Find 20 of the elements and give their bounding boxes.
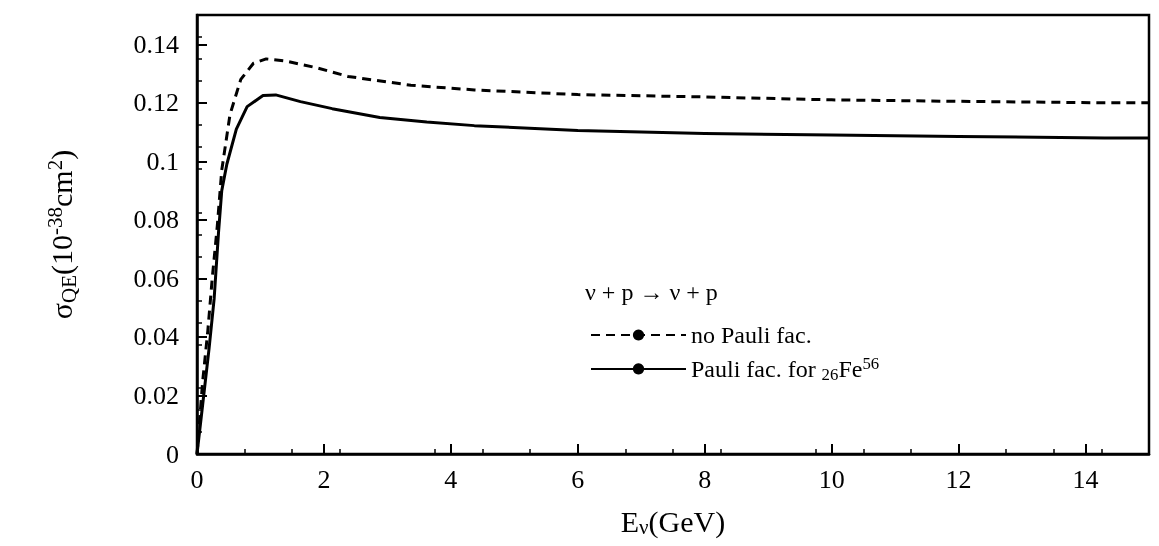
legend-label: no Pauli fac. bbox=[691, 322, 812, 348]
y-tick-label: 0 bbox=[166, 439, 179, 469]
x-tick-label: 0 bbox=[190, 464, 204, 494]
x-axis-title: Eν(GeV) bbox=[620, 505, 726, 540]
x-tick-label: 14 bbox=[1072, 464, 1099, 494]
x-tick-label: 6 bbox=[571, 464, 585, 494]
x-tick-label: 12 bbox=[945, 464, 972, 494]
x-tick-label: 2 bbox=[317, 464, 331, 494]
y-tick-label: 0.04 bbox=[133, 322, 179, 352]
y-tick-label: 0.14 bbox=[133, 29, 179, 59]
x-tick-label: 4 bbox=[444, 464, 458, 494]
x-tick-label: 10 bbox=[818, 464, 845, 494]
y-axis-title: σQE(10-38cm2) bbox=[43, 149, 81, 320]
y-tick-label: 0.08 bbox=[133, 205, 179, 235]
legend-title: ν + p → ν + p bbox=[585, 279, 718, 305]
y-tick-label: 0.1 bbox=[146, 146, 179, 176]
y-tick-label: 0.12 bbox=[133, 88, 179, 118]
x-tick-label: 8 bbox=[698, 464, 712, 494]
y-tick-label: 0.02 bbox=[133, 380, 179, 410]
y-tick-label: 0.06 bbox=[133, 263, 179, 293]
